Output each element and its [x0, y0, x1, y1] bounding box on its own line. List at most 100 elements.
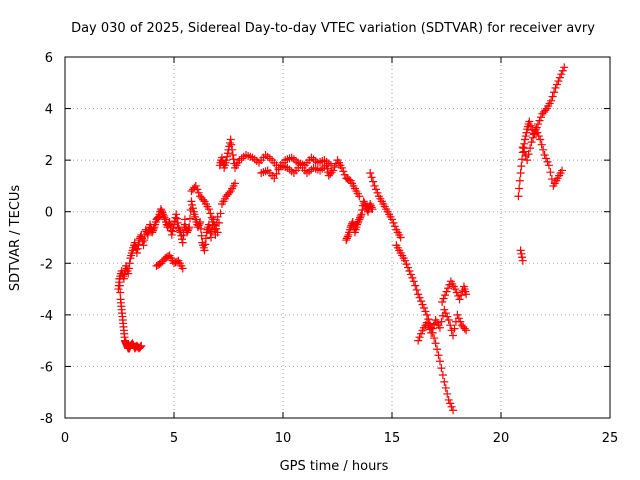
data-point	[265, 154, 274, 163]
data-point	[204, 205, 213, 214]
data-point	[441, 383, 450, 392]
data-points	[114, 63, 569, 415]
data-point	[361, 200, 370, 209]
data-point	[367, 173, 376, 182]
data-point	[327, 168, 336, 177]
data-point	[521, 132, 530, 141]
data-point	[433, 345, 442, 354]
data-point	[187, 197, 196, 206]
data-point	[450, 324, 459, 333]
data-point	[225, 188, 234, 197]
data-point	[414, 336, 423, 345]
data-point	[337, 163, 346, 172]
data-point	[554, 77, 563, 86]
data-point	[558, 166, 567, 175]
data-point	[557, 70, 566, 79]
data-point	[135, 343, 144, 352]
data-point	[172, 210, 181, 219]
data-point	[462, 326, 471, 335]
data-point	[452, 288, 461, 297]
data-point	[215, 218, 224, 227]
data-point	[547, 96, 556, 105]
data-point	[160, 213, 169, 222]
data-point	[514, 192, 523, 201]
data-point	[143, 229, 152, 238]
data-point	[372, 185, 381, 194]
y-tick-label: -2	[40, 257, 53, 272]
data-point	[418, 300, 427, 309]
data-point	[115, 281, 124, 290]
data-point	[535, 116, 544, 125]
data-point	[138, 237, 147, 246]
data-point	[373, 188, 382, 197]
data-point	[169, 224, 178, 233]
data-point	[140, 236, 149, 245]
data-point	[405, 267, 414, 276]
data-point	[353, 218, 362, 227]
data-point	[516, 246, 525, 255]
y-tick-label: 2	[45, 154, 53, 169]
data-point	[515, 184, 524, 193]
data-point	[171, 213, 180, 222]
data-point	[517, 162, 526, 171]
data-point	[543, 157, 552, 166]
data-point	[156, 205, 165, 214]
data-point	[206, 209, 215, 218]
data-point	[194, 188, 203, 197]
data-point	[437, 364, 446, 373]
y-tick-label: 0	[45, 206, 53, 221]
data-point	[366, 201, 375, 210]
data-point	[272, 169, 281, 178]
x-tick-label: 0	[61, 431, 69, 446]
data-point	[525, 117, 534, 126]
data-point	[134, 240, 143, 249]
data-point	[415, 333, 424, 342]
data-point	[132, 248, 141, 257]
data-point	[544, 161, 553, 170]
data-point	[520, 147, 529, 156]
data-point	[528, 133, 537, 142]
data-point	[427, 328, 436, 337]
data-point	[401, 256, 410, 265]
data-point	[550, 88, 559, 97]
data-point	[523, 156, 532, 165]
data-point	[223, 152, 232, 161]
data-point	[217, 153, 226, 162]
data-point	[438, 297, 447, 306]
data-point	[185, 214, 194, 223]
data-point	[456, 317, 465, 326]
data-point	[356, 212, 365, 221]
data-point	[167, 230, 176, 239]
data-point	[422, 318, 431, 327]
data-point	[177, 235, 186, 244]
data-point	[225, 138, 234, 147]
data-point	[261, 167, 270, 176]
data-point	[353, 220, 362, 229]
x-axis-label: GPS time / hours	[280, 459, 389, 474]
data-point	[128, 339, 137, 348]
data-point	[434, 351, 443, 360]
data-point	[137, 341, 146, 350]
data-point	[440, 377, 449, 386]
data-point	[175, 224, 184, 233]
data-point	[417, 329, 426, 338]
data-point	[408, 273, 417, 282]
data-point	[431, 339, 440, 348]
data-point	[369, 177, 378, 186]
data-point	[158, 208, 167, 217]
data-point	[435, 357, 444, 366]
data-point	[357, 210, 366, 219]
data-point	[148, 226, 157, 235]
data-point	[440, 305, 449, 314]
data-point	[542, 154, 551, 163]
data-point	[540, 150, 549, 159]
data-point	[322, 161, 331, 170]
data-point	[183, 226, 192, 235]
data-point	[188, 204, 197, 213]
data-point	[172, 214, 181, 223]
data-point	[531, 125, 540, 134]
grid	[65, 57, 610, 418]
data-point	[547, 175, 556, 184]
data-point	[119, 274, 128, 283]
data-point	[460, 324, 469, 333]
